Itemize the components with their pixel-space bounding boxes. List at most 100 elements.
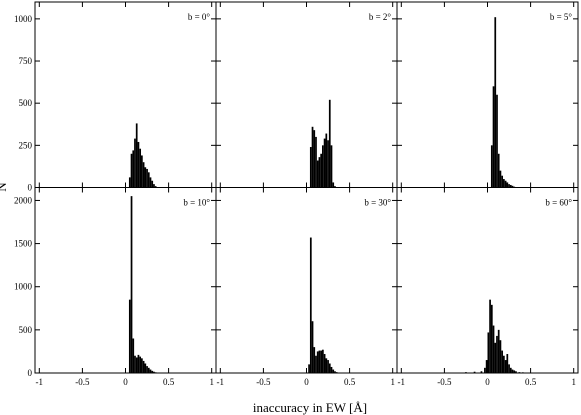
histogram-bar <box>509 367 512 373</box>
y-axis-label: N <box>0 182 9 192</box>
histogram-bar <box>490 304 493 373</box>
panel-label: b = 30° <box>364 198 391 208</box>
x-tick-label: 0 <box>123 377 128 387</box>
histogram-bar <box>313 130 316 188</box>
histogram-bar <box>322 145 324 188</box>
histogram-bar <box>149 369 152 373</box>
x-tick-label: -1 <box>36 377 44 387</box>
histogram-bar <box>332 182 335 188</box>
histogram-bar <box>490 145 493 188</box>
histogram-panel: -1 -0.5 0 0.5 1 b = 30° <box>215 187 398 387</box>
histogram-bar <box>509 184 512 188</box>
histogram-bar <box>494 17 497 188</box>
histogram-bar <box>325 358 328 373</box>
histogram-bar <box>492 86 495 188</box>
histogram-bar <box>318 157 321 188</box>
x-tick-label: 0.5 <box>344 377 356 387</box>
histogram-bar <box>494 342 497 373</box>
histogram-bar <box>325 133 328 188</box>
histogram-bar <box>504 360 507 373</box>
y-tick-label: 500 <box>19 98 33 108</box>
histogram-bar <box>327 140 329 188</box>
panel-label: b = 0° <box>188 12 211 22</box>
histogram-bar <box>515 371 517 373</box>
histogram-bar <box>139 148 142 188</box>
histogram-panel: 0 500 1000 1500 2000 -1 -0.5 0 0.5 1 b = 10° <box>14 187 217 387</box>
histogram-bar <box>334 186 336 188</box>
x-tick-label: 1 <box>209 377 214 387</box>
histogram-bar <box>496 335 498 373</box>
histogram-bar <box>473 371 476 373</box>
x-tick-label: 0 <box>304 377 309 387</box>
x-tick-label: 1 <box>390 377 395 387</box>
histogram-bar <box>146 168 148 188</box>
histogram-bar <box>137 354 140 373</box>
histogram-bar <box>508 364 510 373</box>
histogram-bar <box>135 123 138 188</box>
histogram-bar <box>146 366 148 373</box>
panel-frame <box>215 187 398 374</box>
histogram-bar <box>508 184 510 188</box>
histogram-bar <box>323 354 326 373</box>
histogram-bar <box>504 180 507 188</box>
histogram-bar <box>501 175 504 188</box>
histogram-bar <box>318 350 321 373</box>
panel-frame <box>34 187 217 374</box>
histogram-bar <box>147 367 150 373</box>
histogram-bar <box>322 349 324 373</box>
x-axis-label: inaccuracy in EW [Å] <box>253 400 367 415</box>
x-tick-label: -0.5 <box>75 377 90 387</box>
y-tick-label: 1000 <box>14 14 33 24</box>
histogram-bar <box>130 196 133 373</box>
histogram-bar <box>501 350 504 373</box>
histogram-bar <box>313 347 316 373</box>
histogram-bar <box>154 186 157 188</box>
histogram-bar <box>132 150 135 188</box>
y-tick-label: 250 <box>19 140 33 150</box>
y-tick-label: 500 <box>19 325 33 335</box>
histogram-bar <box>151 370 154 373</box>
histogram-bar <box>323 138 326 188</box>
histogram-bar <box>147 172 150 188</box>
histogram-bar <box>320 153 323 188</box>
histogram-bar <box>128 299 131 373</box>
histogram-bar <box>511 185 514 188</box>
histogram-bar <box>128 177 131 188</box>
histogram-bar <box>496 94 498 188</box>
histogram-bar <box>320 350 323 373</box>
histogram-bar <box>308 364 310 373</box>
panel-label: b = 5° <box>550 12 573 22</box>
histogram-bar <box>151 180 154 188</box>
histogram-bar <box>499 340 502 373</box>
histogram-bar <box>130 153 133 188</box>
y-tick-label: 750 <box>19 56 33 66</box>
histogram-bar <box>141 358 143 373</box>
histogram-bar <box>153 371 155 373</box>
histogram-bar <box>503 179 505 188</box>
panel-frame <box>215 1 398 188</box>
x-tick-label: -0.5 <box>256 377 271 387</box>
histogram-bar <box>328 99 331 188</box>
x-tick-label: 0.5 <box>525 377 537 387</box>
histogram-bar <box>142 162 145 188</box>
histogram-bar <box>144 167 147 188</box>
x-tick-label: -1 <box>398 377 406 387</box>
histogram-bar <box>480 371 483 373</box>
histogram-bar <box>142 360 145 373</box>
panel-label: b = 60° <box>545 198 572 208</box>
histogram-bar <box>311 126 314 188</box>
histogram-panel: -1 -0.5 0 0.5 1 b = 60° <box>396 187 579 387</box>
histogram-bar <box>315 136 317 188</box>
histogram-bar <box>330 366 333 373</box>
panel-label: b = 2° <box>369 12 392 22</box>
histogram-bar <box>484 367 486 373</box>
histogram-bar <box>506 182 509 188</box>
y-tick-label: 2000 <box>14 195 33 205</box>
x-tick-label: 0 <box>485 377 490 387</box>
histogram-bar <box>144 363 147 373</box>
histogram-bar <box>506 354 509 373</box>
histogram-bar <box>315 355 317 373</box>
histogram-bar <box>503 355 505 373</box>
histogram-bar <box>511 369 514 373</box>
